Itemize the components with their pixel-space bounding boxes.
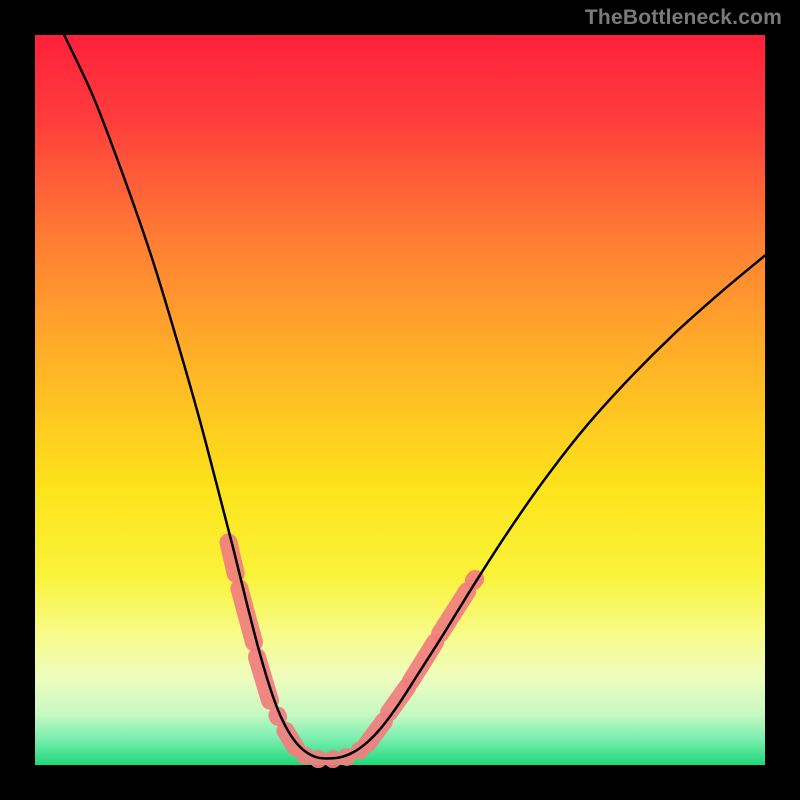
watermark-text: TheBottleneck.com — [585, 6, 782, 30]
chart-container: TheBottleneck.com — [0, 0, 800, 800]
plot-background — [35, 35, 765, 765]
bottleneck-chart — [0, 0, 800, 800]
